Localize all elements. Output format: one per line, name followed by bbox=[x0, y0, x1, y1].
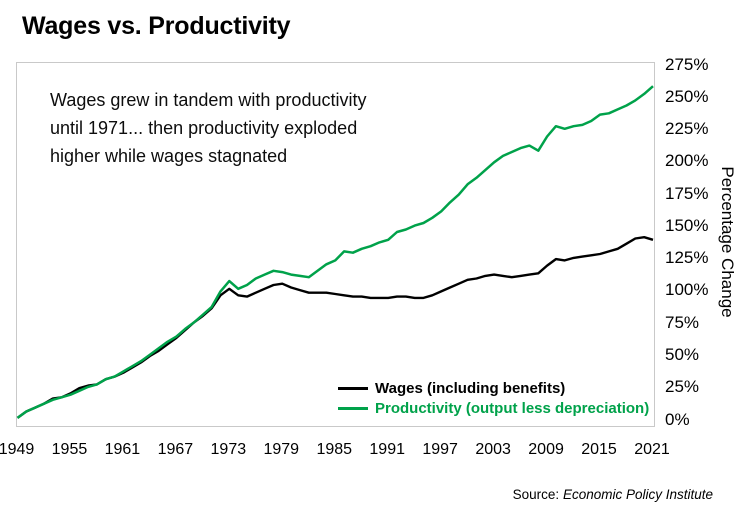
annotation-line-1: Wages grew in tandem with productivity bbox=[50, 90, 367, 110]
legend-label: Wages (including benefits) bbox=[375, 379, 566, 397]
y-tick-label: 225% bbox=[665, 119, 709, 139]
plot-area bbox=[16, 62, 655, 427]
source-name: Economic Policy Institute bbox=[562, 487, 713, 502]
y-tick-label: 75% bbox=[665, 312, 700, 332]
x-tick-label: 2009 bbox=[528, 441, 564, 458]
source-credit: Source: Economic Policy Institute bbox=[513, 487, 713, 502]
x-tick-label: 1949 bbox=[0, 441, 35, 458]
x-tick-label: 2015 bbox=[581, 441, 617, 458]
x-tick-label: 1991 bbox=[369, 441, 405, 458]
legend: Wages (including benefits) Productivity … bbox=[338, 378, 649, 418]
chart-canvas bbox=[16, 85, 654, 419]
y-tick-label: 100% bbox=[665, 280, 709, 300]
legend-row-wages: Wages (including benefits) bbox=[338, 378, 649, 398]
y-tick-label: 200% bbox=[665, 151, 709, 171]
productivity-line bbox=[16, 85, 654, 419]
x-tick-label: 1985 bbox=[316, 441, 353, 458]
y-tick-label: 125% bbox=[665, 248, 709, 268]
legend-row-productivity: Productivity (output less depreciation) bbox=[338, 398, 649, 418]
y-tick-label: 0% bbox=[665, 409, 690, 429]
x-tick-label: 1979 bbox=[263, 441, 300, 458]
x-tick-label: 1961 bbox=[104, 441, 141, 458]
y-tick-label: 150% bbox=[665, 215, 709, 235]
y-tick-label: 275% bbox=[665, 54, 709, 74]
x-tick-label: 1967 bbox=[157, 441, 194, 458]
y-tick-label: 250% bbox=[665, 86, 709, 106]
productivity-line-swatch bbox=[338, 406, 368, 410]
annotation-line-3: higher while wages stagnated bbox=[50, 146, 288, 166]
x-tick-label: 2003 bbox=[475, 441, 511, 458]
source-prefix: Source: bbox=[512, 487, 563, 502]
y-tick-label: 25% bbox=[665, 377, 700, 397]
x-tick-label: 1955 bbox=[51, 441, 88, 458]
y-tick-label: 50% bbox=[665, 344, 700, 364]
legend-label: Productivity (output less depreciation) bbox=[375, 399, 650, 417]
y-axis-title: Percentage Change bbox=[718, 166, 737, 318]
chart-title: Wages vs. Productivity bbox=[22, 12, 291, 40]
chart-annotation: Wages grew in tandem with productivity u… bbox=[50, 86, 366, 170]
x-tick-label: 1997 bbox=[422, 441, 458, 458]
x-tick-label: 1973 bbox=[210, 441, 247, 458]
wages-line-swatch bbox=[338, 386, 368, 390]
x-tick-label: 2021 bbox=[634, 441, 670, 458]
y-tick-label: 175% bbox=[665, 183, 709, 203]
annotation-line-2: until 1971... then productivity exploded bbox=[50, 118, 358, 138]
